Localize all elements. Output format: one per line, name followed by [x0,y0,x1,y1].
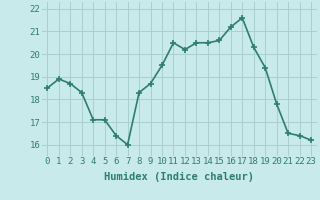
X-axis label: Humidex (Indice chaleur): Humidex (Indice chaleur) [104,172,254,182]
